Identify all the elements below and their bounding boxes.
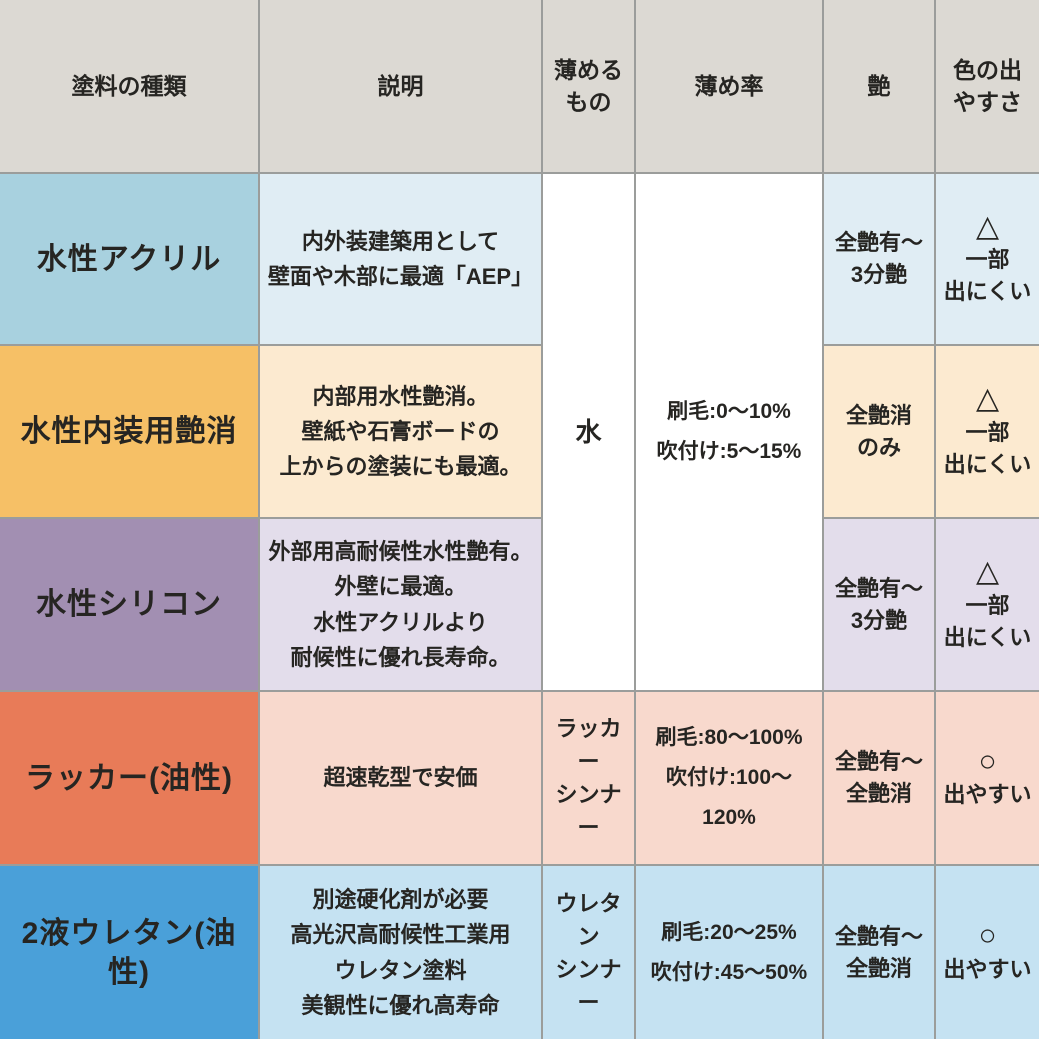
header-cell-color-ease: 色の出 やすさ [936,0,1039,172]
description-cell: 内部用水性艶消。 壁紙や石膏ボードの 上からの塗装にも最適。 [260,346,541,517]
color-ease-note: 出やすい [943,782,1032,808]
color-ease-note: 一部 出にくい [943,592,1032,650]
paint-name-cell-lacquer: ラッカー(油性) [0,692,258,864]
paint-name-cell-urethane: 2液ウレタン(油性) [0,866,258,1039]
color-ease-note: 出やすい [943,956,1032,982]
color-ease-cell: △ 一部 出にくい [936,346,1039,517]
header-cell-description: 説明 [260,0,541,172]
header-cell-thinner: 薄める もの [543,0,634,172]
header-cell-paint-type: 塗料の種類 [0,0,258,172]
triangle-symbol: △ [975,382,1000,416]
description-cell: 外部用高耐候性水性艶有。 外壁に最適。 水性アクリルより 耐候性に優れ長寿命。 [260,519,541,690]
color-ease-note: 一部 出にくい [943,247,1032,305]
triangle-symbol: △ [975,555,1000,589]
color-ease-cell: ○ 出やすい [936,866,1039,1039]
color-ease-cell: ○ 出やすい [936,692,1039,864]
paint-name-cell-interior-matte: 水性内装用艶消 [0,346,258,517]
header-cell-dilution-rate: 薄め率 [636,0,822,172]
header-cell-gloss: 艶 [824,0,934,172]
description-cell: 超速乾型で安価 [260,692,541,864]
thinner-cell: ウレタン シンナー [543,866,634,1039]
ratio-cell: 刷毛:20〜25% 吹付け:45〜50% [636,866,822,1039]
ratio-cell: 刷毛:80〜100% 吹付け:100〜120% [636,692,822,864]
circle-symbol: ○ [978,744,997,778]
triangle-symbol: △ [975,209,1000,243]
paint-name-cell-acrylic: 水性アクリル [0,174,258,344]
description-cell: 内外装建築用として 壁面や木部に最適「AEP」 [260,174,541,344]
paint-name-cell-silicone: 水性シリコン [0,519,258,690]
gloss-cell: 全艶有〜 3分艶 [824,174,934,344]
gloss-cell: 全艶消 のみ [824,346,934,517]
gloss-cell: 全艶有〜 3分艶 [824,519,934,690]
gloss-cell: 全艶有〜 全艶消 [824,866,934,1039]
gloss-cell: 全艶有〜 全艶消 [824,692,934,864]
color-ease-cell: △ 一部 出にくい [936,174,1039,344]
ratio-cell-water-merged: 刷毛:0〜10% 吹付け:5〜15% [636,174,822,690]
circle-symbol: ○ [978,919,997,953]
description-cell: 別途硬化剤が必要 高光沢高耐候性工業用 ウレタン塗料 美観性に優れ高寿命 [260,866,541,1039]
color-ease-note: 一部 出にくい [943,419,1032,477]
color-ease-cell: △ 一部 出にくい [936,519,1039,690]
thinner-cell: ラッカー シンナー [543,692,634,864]
thinner-cell-water-merged: 水 [543,174,634,690]
